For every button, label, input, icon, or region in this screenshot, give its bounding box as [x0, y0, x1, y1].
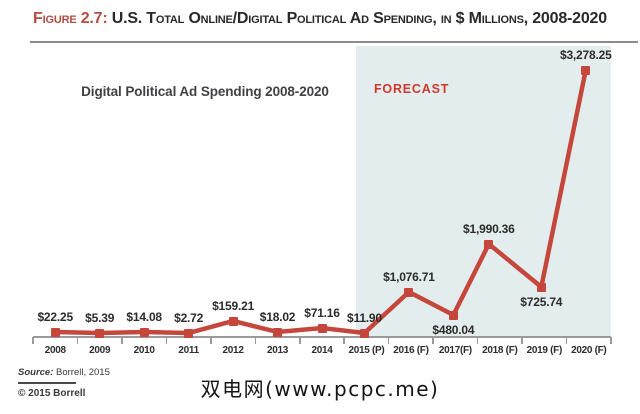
- axis-tick: [343, 337, 345, 344]
- data-point-marker: [581, 65, 591, 75]
- data-point-label: $1,990.36: [463, 222, 515, 236]
- axis-tick: [476, 337, 479, 344]
- axis-tick: [76, 337, 79, 344]
- data-point-marker: [536, 282, 546, 292]
- data-point-marker: [404, 287, 414, 297]
- axis-tick: [521, 337, 523, 344]
- x-axis-label: 2010: [133, 345, 155, 356]
- data-point-label: $11.90: [347, 311, 382, 325]
- x-axis-label: 2017(F): [438, 345, 472, 356]
- x-axis-label: 2009: [89, 345, 111, 356]
- source-text: Borrell, 2015: [53, 367, 110, 378]
- data-point-marker: [184, 328, 194, 338]
- source-prefix: Source:: [18, 367, 54, 378]
- data-point-label: $22.25: [37, 310, 73, 324]
- axis-tick: [254, 337, 257, 344]
- data-point-label: $480.04: [432, 323, 475, 337]
- figure-number-label: Figure 2.7:: [33, 10, 108, 27]
- figure-title: Figure 2.7: U.S. Total Online/Digital Po…: [0, 10, 640, 28]
- source-divider: [18, 382, 76, 384]
- title-divider: [30, 41, 638, 43]
- x-axis-label: 2016 (F): [393, 345, 429, 356]
- x-axis-label: 2013: [267, 345, 289, 356]
- chart-title: Digital Political Ad Spending 2008-2020: [81, 84, 329, 99]
- x-axis-label: 2020 (F): [571, 345, 607, 356]
- axis-tick: [165, 337, 168, 344]
- forecast-region: [356, 46, 611, 337]
- data-point-label: $159.21: [212, 299, 255, 313]
- data-point-label: $1,076.71: [383, 270, 435, 284]
- axis-tick: [565, 337, 568, 344]
- data-point-label: $725.74: [520, 295, 563, 309]
- axis-tick: [32, 337, 34, 344]
- axis-tick: [432, 337, 434, 344]
- source-label: Source: Borrell, 2015: [18, 367, 110, 378]
- axis-tick: [210, 337, 212, 344]
- x-axis-label: 2008: [44, 345, 66, 356]
- data-point-marker: [484, 239, 494, 249]
- x-axis-label: 2012: [222, 345, 244, 356]
- x-axis-label: 2011: [178, 345, 199, 356]
- x-axis-label: 2018 (F): [482, 345, 518, 356]
- data-point-label: $14.08: [126, 310, 162, 324]
- data-point-marker: [273, 327, 283, 337]
- data-point-label: $3,278.25: [559, 48, 612, 62]
- data-point-marker: [359, 328, 369, 338]
- x-axis-label: 2019 (F): [526, 345, 563, 356]
- x-axis-label: 2015 (P): [348, 345, 385, 356]
- data-point-marker: [50, 327, 60, 337]
- data-point-marker: [228, 316, 238, 326]
- axis-tick: [387, 337, 390, 344]
- data-point-marker: [95, 328, 105, 338]
- data-point-label: $71.16: [304, 306, 340, 320]
- figure-title-text: U.S. Total Online/Digital Political Ad S…: [111, 10, 607, 27]
- copyright-label: © 2015 Borrell: [18, 388, 86, 399]
- axis-tick: [121, 337, 123, 344]
- data-point-marker: [139, 327, 149, 337]
- axis-tick: [610, 337, 612, 344]
- x-axis-label: 2014: [311, 345, 333, 356]
- x-axis-line: [33, 336, 611, 338]
- data-point-marker: [317, 323, 327, 333]
- axis-tick: [299, 337, 301, 344]
- data-point-label: $2.72: [174, 311, 204, 325]
- watermark: 双电网(www.pcpc.me): [200, 377, 440, 401]
- forecast-label: FORECAST: [374, 82, 450, 96]
- data-point-marker: [448, 310, 458, 320]
- data-point-label: $5.39: [85, 311, 115, 325]
- data-point-label: $18.02: [259, 310, 296, 324]
